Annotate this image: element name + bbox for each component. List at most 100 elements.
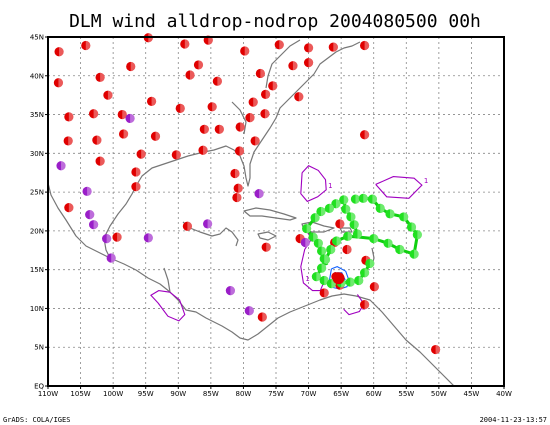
red-marker bbox=[431, 344, 441, 355]
green-marker bbox=[302, 223, 312, 234]
green-marker bbox=[310, 213, 320, 223]
red-marker bbox=[63, 136, 73, 146]
red-marker bbox=[250, 136, 260, 146]
purple-marker bbox=[82, 186, 92, 196]
red-marker bbox=[131, 182, 141, 192]
x-tick-label: 75W bbox=[268, 390, 284, 398]
green-marker bbox=[383, 238, 393, 248]
red-marker bbox=[103, 90, 113, 100]
red-marker bbox=[89, 109, 99, 119]
footer-timestamp: 2004-11-23-13:57 bbox=[480, 416, 547, 424]
chart-title: DLM wind alldrop-nodrop 2004080500 00h bbox=[69, 11, 481, 32]
red-marker bbox=[212, 76, 222, 86]
green-marker bbox=[331, 199, 341, 209]
x-tick-label: 65W bbox=[333, 390, 349, 398]
footer-credit: GrADS: COLA/IGES bbox=[3, 416, 70, 424]
green-marker bbox=[341, 204, 351, 214]
purple-marker bbox=[56, 161, 66, 171]
x-tick-label: 100W bbox=[103, 390, 123, 398]
red-marker bbox=[180, 39, 190, 49]
red-marker bbox=[288, 61, 298, 71]
red-marker bbox=[245, 113, 255, 123]
red-marker bbox=[232, 192, 242, 203]
contour-line bbox=[343, 294, 365, 316]
red-marker bbox=[359, 299, 370, 310]
red-marker bbox=[255, 68, 265, 79]
red-marker bbox=[369, 282, 379, 292]
red-marker bbox=[260, 89, 271, 99]
red-marker bbox=[359, 130, 370, 140]
purple-marker bbox=[143, 233, 153, 243]
x-tick-label: 80W bbox=[236, 390, 252, 398]
purple-marker bbox=[125, 113, 135, 124]
y-tick-label: 35N bbox=[30, 111, 44, 119]
x-tick-label: 70W bbox=[301, 390, 317, 398]
red-marker bbox=[117, 109, 127, 120]
purple-marker bbox=[244, 306, 254, 316]
green-marker bbox=[311, 272, 321, 282]
red-marker bbox=[171, 150, 181, 160]
contour-line bbox=[375, 176, 423, 199]
red-marker bbox=[136, 149, 146, 159]
green-marker bbox=[319, 254, 329, 264]
x-tick-label: 90W bbox=[170, 390, 186, 398]
red-marker bbox=[150, 131, 161, 141]
green-marker bbox=[346, 212, 356, 222]
green-marker bbox=[412, 230, 422, 240]
red-marker bbox=[185, 70, 195, 80]
red-marker bbox=[335, 219, 345, 229]
red-marker bbox=[126, 61, 136, 72]
green-marker bbox=[409, 249, 419, 259]
red-marker bbox=[359, 40, 370, 51]
purple-marker bbox=[225, 286, 235, 296]
green-marker bbox=[326, 244, 336, 255]
purple-marker bbox=[203, 219, 213, 229]
red-marker bbox=[95, 72, 105, 82]
contour-line bbox=[150, 290, 186, 322]
green-marker bbox=[349, 220, 359, 230]
x-tick-label: 85W bbox=[203, 390, 219, 398]
red-marker bbox=[64, 203, 74, 213]
y-axis-ticks: EQ 5N 10N 15N 20N 25N 30N 35N 40N 45N bbox=[30, 34, 48, 391]
purple-marker bbox=[300, 237, 310, 248]
x-tick-label: 55W bbox=[398, 390, 414, 398]
y-tick-label: 20N bbox=[30, 227, 44, 235]
y-tick-label: 15N bbox=[30, 266, 44, 274]
x-tick-label: 50W bbox=[431, 390, 447, 398]
green-marker bbox=[317, 263, 327, 273]
red-marker bbox=[193, 60, 204, 70]
green-marker bbox=[358, 193, 368, 203]
red-marker bbox=[235, 122, 245, 132]
red-marker bbox=[198, 145, 208, 155]
red-marker bbox=[294, 92, 304, 102]
red-marker bbox=[131, 167, 141, 177]
green-marker bbox=[395, 244, 405, 255]
red-marker bbox=[92, 135, 102, 145]
y-tick-label: 5N bbox=[34, 344, 44, 352]
red-marker bbox=[274, 40, 284, 50]
red-marker bbox=[233, 183, 243, 193]
green-marker bbox=[345, 277, 355, 287]
y-tick-label: EQ bbox=[34, 383, 44, 391]
green-marker bbox=[324, 203, 335, 213]
red-marker bbox=[146, 96, 157, 106]
red-marker bbox=[234, 146, 245, 156]
green-marker bbox=[354, 275, 364, 286]
green-marker bbox=[385, 209, 395, 219]
y-tick-label: 25N bbox=[30, 189, 44, 197]
red-marker bbox=[81, 40, 91, 51]
green-marker bbox=[352, 229, 363, 239]
storm-center-marker bbox=[332, 272, 345, 285]
green-marker bbox=[350, 194, 361, 204]
green-marker bbox=[399, 212, 409, 222]
red-marker bbox=[54, 47, 64, 57]
x-tick-label: 40W bbox=[496, 390, 512, 398]
green-marker bbox=[313, 238, 323, 248]
red-marker bbox=[328, 42, 338, 52]
red-marker bbox=[207, 102, 217, 112]
red-marker bbox=[240, 46, 250, 56]
red-marker bbox=[248, 97, 258, 107]
red-marker bbox=[260, 109, 270, 119]
red-marker bbox=[342, 244, 352, 255]
